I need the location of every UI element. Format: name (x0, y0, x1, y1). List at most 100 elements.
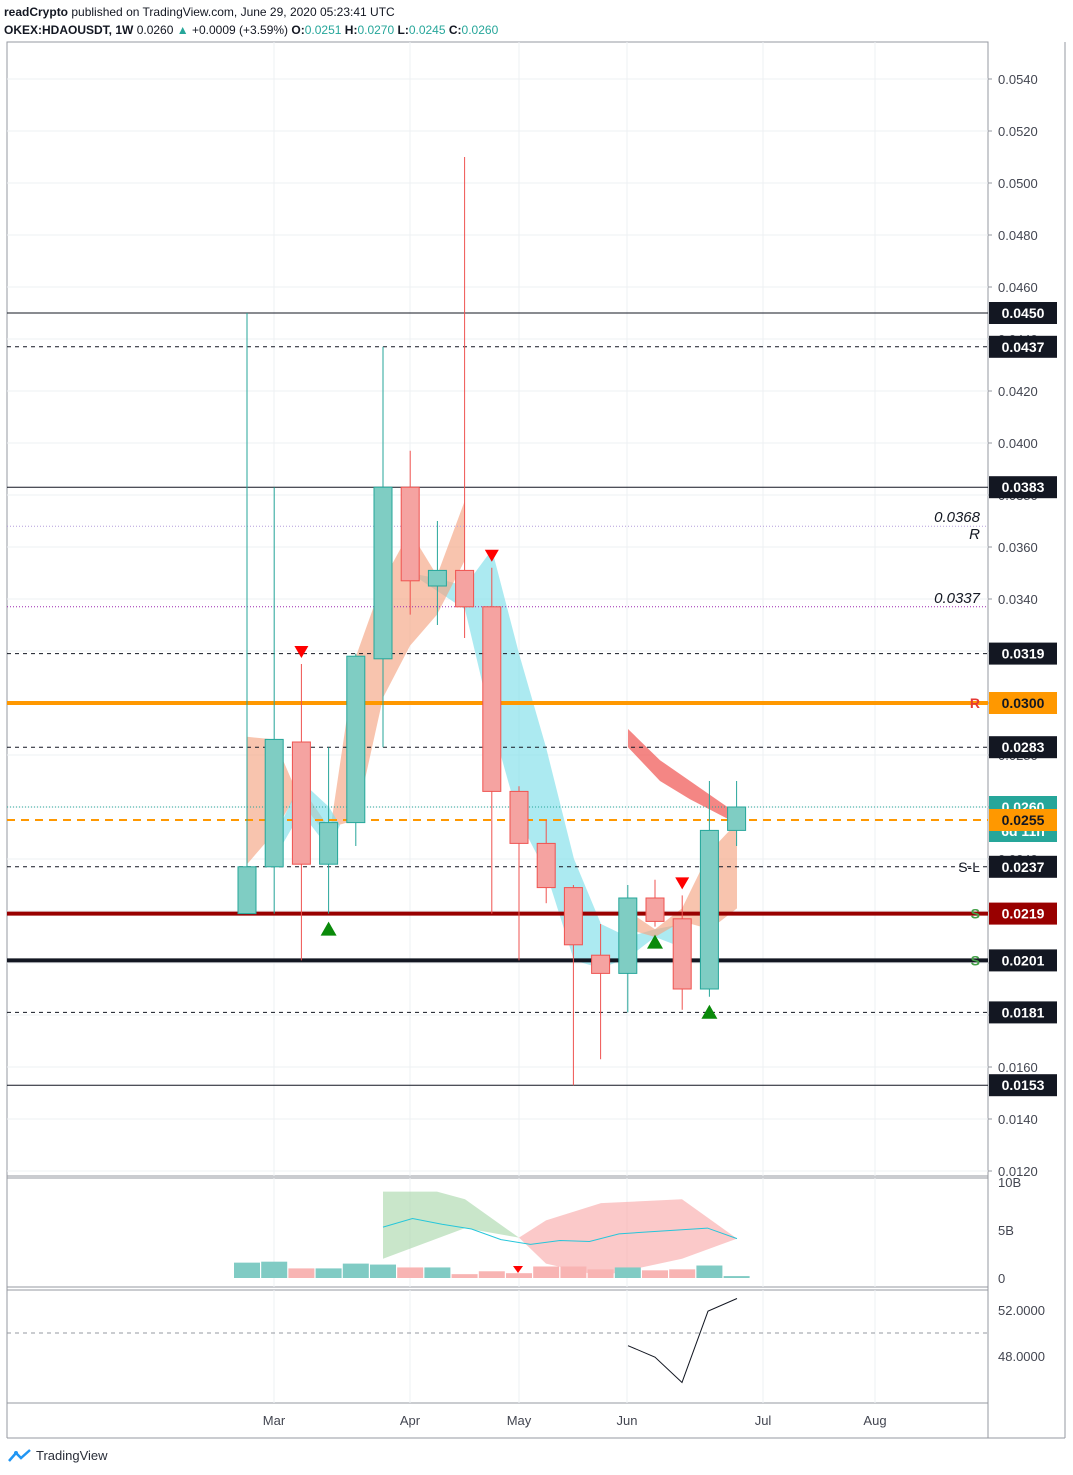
x-tick-label: Apr (400, 1413, 421, 1428)
y-tick-label: 0.0140 (998, 1112, 1038, 1127)
candle-body (645, 897, 665, 922)
close-value: 0.0260 (461, 23, 499, 37)
candle-body (509, 790, 529, 844)
tradingview-brand[interactable]: TradingView (8, 1448, 108, 1463)
candle-body (319, 822, 339, 865)
volume-bar (370, 1264, 396, 1278)
volume-bar (669, 1269, 696, 1278)
volume-bar (451, 1274, 478, 1278)
oscillator-line (627, 1298, 738, 1384)
price-label-box-0.0237 (989, 855, 1057, 878)
level-tag-0.0300: R (970, 695, 980, 711)
candle-body (291, 741, 311, 865)
price-label-0.0237: 0.0237 (1002, 859, 1045, 875)
tradingview-logo-icon (8, 1448, 31, 1462)
volume-bar (560, 1266, 587, 1278)
oscillator-tick-label: 48.0000 (998, 1349, 1045, 1364)
y-tick-label: 0.0400 (998, 436, 1038, 451)
x-tick-label: Mar (263, 1413, 286, 1428)
price-label-0.0283: 0.0283 (1002, 739, 1045, 755)
price-label-0.0255: 0.0255 (1002, 812, 1045, 828)
volume-bar (315, 1268, 342, 1278)
volume-bar (288, 1268, 315, 1278)
sell-signal-icon (675, 877, 690, 890)
level-tag-0.0219: S (971, 906, 980, 922)
volume-bar (342, 1263, 369, 1278)
candle-body (427, 569, 447, 587)
volume-bar (723, 1276, 750, 1278)
y-tick-label: 0.0120 (998, 1164, 1038, 1179)
candle-body (400, 486, 420, 582)
candle-body (563, 887, 583, 946)
price-label-0.0450: 0.0450 (1002, 305, 1045, 321)
price-label-box-0.0437 (989, 335, 1057, 358)
price-label-0.0319: 0.0319 (1002, 646, 1045, 662)
price-label-0.0383: 0.0383 (1002, 479, 1045, 495)
volume-bar (397, 1267, 424, 1278)
price-label-box-0.0255 (989, 809, 1057, 831)
candle-body (373, 486, 393, 660)
volume-bar (587, 1269, 614, 1278)
price-label-box-0.0383 (989, 476, 1057, 499)
publish-date: published on TradingView.com, June 29, 2… (71, 5, 395, 19)
level-note-0.0337: 0.0337 (934, 590, 981, 607)
level-tag-0.0201: S (971, 952, 980, 968)
y-tick-label: 0.0500 (998, 176, 1038, 191)
volume-bar (533, 1266, 560, 1278)
low-value: 0.0245 (408, 23, 446, 37)
brand-name: TradingView (36, 1448, 108, 1463)
volume-bar (261, 1261, 288, 1278)
high-label: H: (344, 23, 358, 37)
candle-body (482, 606, 502, 792)
candle-body (455, 569, 475, 608)
up-arrow-icon: ▲ (176, 23, 189, 37)
price-label-box-0.0319 (989, 642, 1057, 665)
price-label-box-0.0153 (989, 1074, 1057, 1097)
candle-body (237, 866, 257, 915)
price-label-0.0437: 0.0437 (1002, 339, 1045, 355)
y-tick-label: 0.0460 (998, 280, 1038, 295)
candle-body (346, 655, 366, 824)
oscillator-pane (6, 1289, 989, 1404)
last-price: 0.0260 (136, 23, 174, 37)
volume-bar (506, 1273, 532, 1278)
buy-signal-icon (701, 1004, 718, 1019)
sell-signal-icon (294, 646, 309, 658)
sell-signal-icon (484, 549, 499, 562)
volume-tick-label: 5B (998, 1223, 1014, 1238)
price-label-0.0181: 0.0181 (1002, 1004, 1045, 1020)
price-label-box-0.0450 (989, 302, 1057, 324)
volume-bar (696, 1265, 723, 1278)
author-name[interactable]: readCrypto (4, 5, 69, 19)
high-value: 0.0270 (357, 23, 395, 37)
y-tick-label: 0.0540 (998, 72, 1038, 87)
price-label-box-0.0219 (989, 902, 1057, 925)
x-tick-label: Jul (755, 1413, 772, 1428)
price-label-0.0201: 0.0201 (1002, 952, 1045, 968)
x-tick-label: Jun (617, 1413, 638, 1428)
y-tick-label: 0.0340 (998, 592, 1038, 607)
candle-body (699, 829, 719, 990)
volume-band-red (519, 1199, 737, 1277)
y-tick-label: 0.0360 (998, 540, 1038, 555)
x-tick-label: May (507, 1413, 532, 1428)
open-value: 0.0251 (304, 23, 342, 37)
level-tag-0.0237: S-L (958, 859, 980, 875)
volume-ma-line (382, 1217, 738, 1245)
buy-signal-icon (320, 921, 337, 936)
symbol-name[interactable]: OKEX:HDAOUSDT, 1W (4, 23, 134, 37)
volume-bar (478, 1271, 505, 1278)
trend-band-cyan (410, 549, 682, 969)
y-tick-label: 0.0160 (998, 1060, 1038, 1075)
volume-bar (424, 1267, 451, 1278)
volume-bar (614, 1267, 641, 1278)
y-tick-label: 0.0420 (998, 384, 1038, 399)
oscillator-tick-label: 52.0000 (998, 1303, 1045, 1318)
level-tag-0.0368: R (969, 526, 980, 543)
y-tick-label: 0.0520 (998, 124, 1038, 139)
price-label-box-0.0283 (989, 736, 1057, 759)
publish-info: readCrypto published on TradingView.com,… (4, 5, 395, 19)
price-label-box-0.0201 (989, 949, 1057, 972)
volume-bar (642, 1270, 668, 1278)
